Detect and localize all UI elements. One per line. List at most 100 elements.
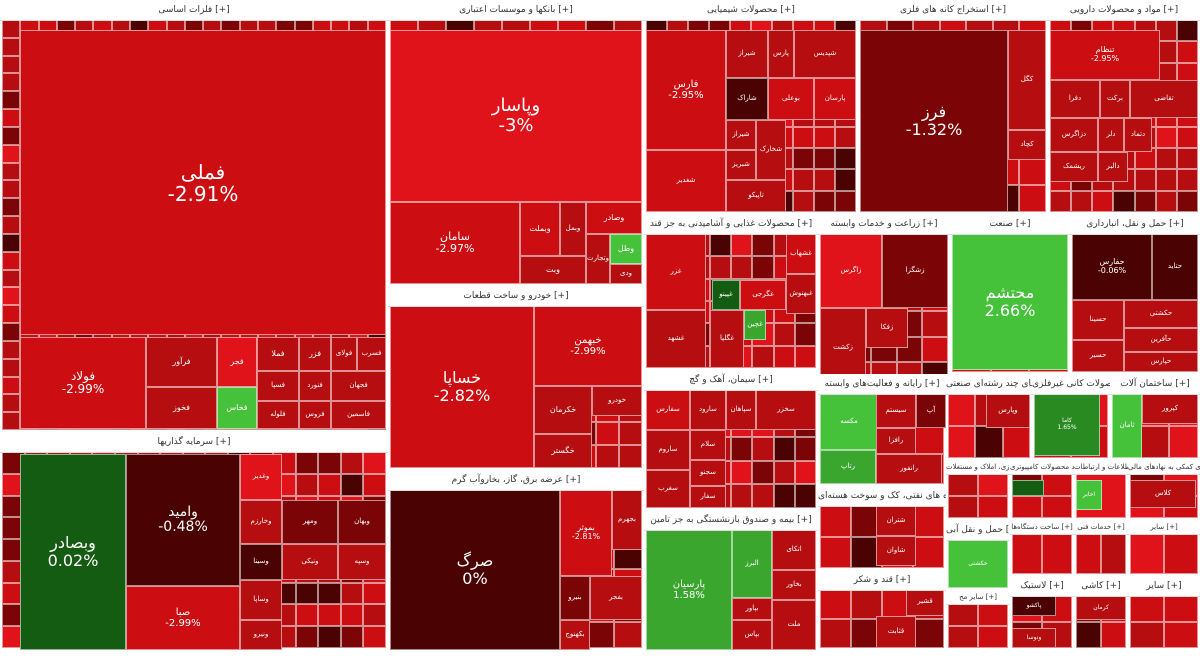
stock-tile[interactable]: سخزر: [756, 390, 816, 430]
sector-title[interactable]: قند و شکر [+]: [818, 570, 946, 591]
stock-tile[interactable]: کگل: [1008, 30, 1046, 130]
stock-tile[interactable]: رافزا: [876, 428, 916, 454]
stock-tile[interactable]: سفار: [690, 486, 726, 508]
stock-tile[interactable]: رتاپ: [820, 450, 876, 484]
stock-tile[interactable]: دتماد: [1124, 118, 1152, 152]
sector-title[interactable]: محصولات کانی غیرفلزی [+]: [1032, 374, 1110, 395]
stock-tile[interactable]: فخاس: [217, 387, 257, 429]
stock-tile[interactable]: اخابر: [1076, 480, 1102, 510]
stock-tile[interactable]: شاراک: [726, 78, 768, 120]
stock-tile[interactable]: پارسان: [814, 78, 856, 120]
stock-tile[interactable]: ملت: [772, 600, 816, 650]
stock-tile[interactable]: سپاهان: [726, 390, 756, 430]
stock-tile[interactable]: وصادر: [586, 202, 642, 234]
sector-title[interactable]: ساخت دستگاه‌ها [+]: [1010, 520, 1074, 535]
stock-tile[interactable]: فجهان: [331, 371, 386, 401]
stock-tile[interactable]: وامید -0.48%: [126, 454, 240, 586]
stock-tile[interactable]: سلام: [690, 430, 726, 460]
stock-tile[interactable]: وساپا: [240, 580, 282, 620]
stock-tile[interactable]: فرز -1.32%: [860, 30, 1008, 212]
stock-tile[interactable]: ومهر: [282, 500, 338, 544]
stock-tile[interactable]: مکسه: [820, 394, 878, 450]
stock-tile[interactable]: فملا: [257, 337, 299, 371]
stock-tile[interactable]: حکشتی: [948, 540, 1008, 588]
stock-tile[interactable]: صرگ 0%: [390, 490, 560, 650]
stock-tile[interactable]: دفرا: [1050, 80, 1100, 118]
stock-tile[interactable]: فسرب: [357, 337, 386, 371]
stock-tile[interactable]: وبصادر 0.02%: [20, 454, 126, 650]
sector-title[interactable]: اطلاعات و ارتباطات [+]: [1074, 460, 1128, 475]
stock-tile[interactable]: بپاور: [732, 598, 772, 620]
stock-tile[interactable]: صبا -2.99%: [126, 586, 240, 650]
stock-tile[interactable]: ونوسا: [1012, 628, 1056, 648]
stock-tile[interactable]: وبمل: [560, 202, 586, 256]
stock-tile[interactable]: حسیر: [1072, 340, 1124, 372]
stock-tile[interactable]: تقاضی: [1130, 80, 1198, 118]
sector-title[interactable]: شرکتهای چند رشته‌ای صنعتی [+]: [946, 374, 1032, 395]
sector-title[interactable]: انبوه سازی، املاک و مستغلات [+]: [946, 460, 1010, 475]
stock-tile[interactable]: کچاد: [1008, 130, 1046, 160]
stock-tile[interactable]: البرز: [732, 530, 772, 598]
stock-tile[interactable]: دلر: [1098, 118, 1124, 152]
stock-tile[interactable]: شبریز: [726, 150, 756, 180]
stock-tile[interactable]: بموثر -2.81%: [560, 490, 612, 576]
stock-tile[interactable]: ونیرو: [240, 620, 282, 650]
sector-title[interactable]: صنعت [+]: [950, 214, 1070, 235]
stock-tile[interactable]: خساپا -2.82%: [390, 306, 534, 468]
stock-tile[interactable]: سجنو: [690, 460, 726, 486]
sector-title[interactable]: سایر [+]: [1128, 520, 1200, 535]
stock-tile[interactable]: غشهاب: [786, 234, 816, 274]
stock-tile[interactable]: برکت: [1100, 80, 1130, 118]
stock-tile[interactable]: زاگرس: [820, 234, 882, 308]
stock-tile[interactable]: خودرو: [592, 386, 642, 416]
stock-tile[interactable]: خگستر: [534, 434, 592, 468]
stock-tile[interactable]: پارس: [768, 30, 794, 78]
sector-title[interactable]: محصولات شیمیایی [+]: [644, 0, 858, 21]
stock-tile[interactable]: شخارک: [756, 120, 786, 180]
stock-tile[interactable]: حآفرین: [1124, 328, 1198, 352]
stock-tile[interactable]: دزاگرس: [1050, 118, 1098, 152]
stock-tile[interactable]: محتشم 2.66%: [952, 234, 1068, 370]
stock-tile[interactable]: وبت: [520, 256, 586, 284]
stock-tile[interactable]: فولای: [331, 337, 357, 371]
stock-tile[interactable]: سارود: [690, 390, 726, 430]
sector-title[interactable]: ساختمان آلات [+]: [1110, 374, 1200, 395]
stock-tile[interactable]: اتکای: [772, 530, 816, 570]
sector-title[interactable]: سایر [+]: [1128, 576, 1200, 597]
stock-tile[interactable]: ریشمک: [1050, 152, 1098, 182]
stock-tile[interactable]: فسپا: [257, 371, 299, 401]
stock-tile[interactable]: شیراز: [726, 30, 768, 78]
sector-title[interactable]: فلزات اساسی [+]: [0, 0, 388, 21]
stock-tile[interactable]: ثامان: [1112, 394, 1142, 458]
stock-tile[interactable]: غگلپا: [710, 310, 744, 368]
stock-tile[interactable]: فولاد -2.99%: [20, 337, 146, 429]
stock-tile[interactable]: وپاسار -3%: [390, 30, 642, 202]
stock-tile[interactable]: وسپه: [338, 544, 386, 580]
stock-tile[interactable]: غگرجی: [740, 280, 786, 310]
sector-title[interactable]: حمل و نقل آبی [+]: [946, 520, 1010, 541]
stock-tile[interactable]: غزر: [646, 234, 706, 310]
sector-title[interactable]: فعالیتهای کمکی به نهادهای مالی [+]: [1128, 460, 1200, 475]
stock-tile[interactable]: فزر: [299, 337, 331, 371]
stock-tile[interactable]: تاپیکو: [726, 180, 786, 212]
stock-tile[interactable]: بوعلی: [768, 78, 814, 120]
stock-tile[interactable]: قثابت: [876, 616, 916, 648]
stock-tile[interactable]: کپرور: [1142, 394, 1198, 424]
stock-tile[interactable]: حسینا: [1072, 300, 1124, 340]
sector-title[interactable]: سایر مح [+]: [946, 590, 1010, 605]
sector-title[interactable]: خودرو و ساخت قطعات [+]: [388, 286, 644, 307]
stock-tile[interactable]: وبهان: [338, 500, 386, 544]
stock-tile[interactable]: ودی: [610, 264, 642, 284]
stock-tile[interactable]: حتاید: [1152, 234, 1198, 300]
sector-title[interactable]: محصولات غذایی و آشامیدنی به جز قند [+]: [644, 214, 818, 235]
stock-tile[interactable]: وپارس: [986, 394, 1030, 428]
stock-tile[interactable]: خبهمن -2.99%: [534, 306, 642, 386]
sector-title[interactable]: خدمات فنی [+]: [1074, 520, 1128, 535]
stock-tile[interactable]: رانفور: [876, 454, 942, 484]
stock-tile[interactable]: شپدیس: [794, 30, 856, 78]
sector-title[interactable]: رایانه و فعالیت‌های وابسته [+]: [818, 374, 946, 395]
stock-tile[interactable]: بفجر: [590, 576, 642, 620]
stock-tile[interactable]: زفکا: [866, 308, 908, 348]
stock-tile[interactable]: شتران: [876, 506, 916, 536]
sector-title[interactable]: بیمه و صندوق بازنشستگی به جز تامین [+]: [644, 510, 818, 531]
